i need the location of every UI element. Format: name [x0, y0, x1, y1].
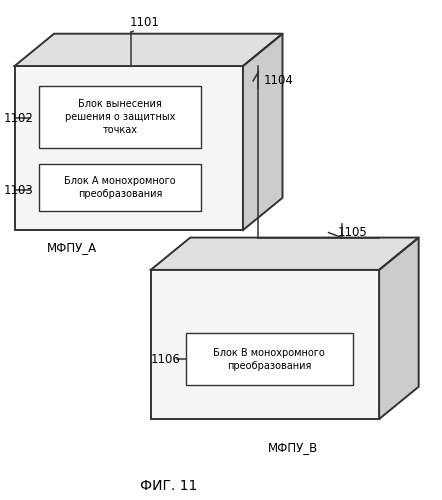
Text: 1103: 1103 [4, 184, 33, 197]
Text: 1101: 1101 [129, 16, 159, 29]
Text: Блок В монохромного
преобразования: Блок В монохромного преобразования [213, 348, 325, 370]
Polygon shape [379, 238, 419, 419]
Polygon shape [15, 34, 282, 66]
Text: МФПУ_В: МФПУ_В [268, 442, 319, 454]
Text: 1104: 1104 [264, 74, 294, 88]
Polygon shape [151, 238, 419, 270]
Text: 1102: 1102 [4, 112, 34, 124]
Text: МФПУ_А: МФПУ_А [46, 241, 97, 254]
Polygon shape [243, 34, 282, 230]
Text: Блок А монохромного
преобразования: Блок А монохромного преобразования [64, 176, 176, 199]
Bar [151, 270, 379, 419]
Bar [39, 164, 201, 211]
Text: ФИГ. 11: ФИГ. 11 [140, 479, 197, 493]
Bar [39, 86, 201, 148]
Bar [15, 66, 243, 230]
Text: 1105: 1105 [337, 226, 367, 239]
Text: 1106: 1106 [151, 353, 181, 366]
Bar [186, 333, 353, 385]
Text: Блок вынесения
решения о защитных
точках: Блок вынесения решения о защитных точках [65, 99, 175, 135]
